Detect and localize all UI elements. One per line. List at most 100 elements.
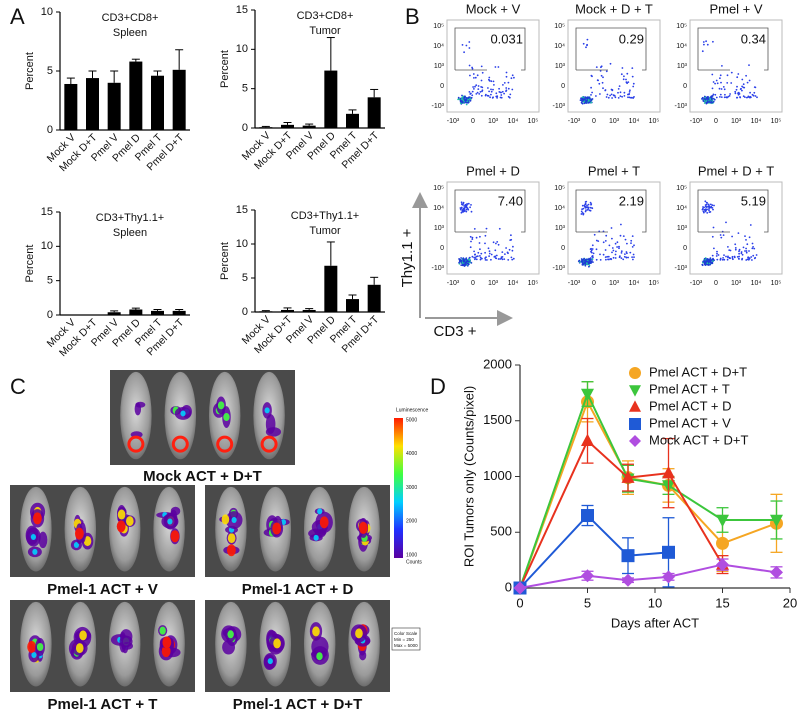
event-dot [610,227,613,229]
event-dot [756,96,758,99]
flow-plot-title: Pmel + D + T [698,163,774,178]
signal [170,530,180,543]
y-tick-label: 1000 [483,468,512,483]
event-dot [585,206,587,208]
y-tick-label: 10³ [677,63,688,70]
y-tick-label: -10³ [553,103,566,110]
colorbar-tick: 4000 [406,451,417,457]
event-dot [618,85,621,87]
event-dot [583,262,586,264]
event-dot [725,221,727,224]
event-dot [712,40,714,43]
event-dot [495,92,498,95]
event-dot [581,204,584,207]
event-dot [605,70,608,73]
legend-marker [629,435,641,447]
event-dot [510,256,513,259]
event-dot [462,260,465,263]
event-dot [508,248,511,251]
event-dot [706,258,708,261]
y-tick-label: 5 [242,272,248,284]
event-dot [488,250,491,253]
event-dot [618,247,620,250]
event-dot [714,82,716,85]
event-dot [703,43,705,46]
event-dot [611,97,613,99]
tumor-ring [171,435,189,453]
event-dot [473,88,475,90]
event-dot [599,253,601,256]
event-dot [586,262,588,264]
event-dot [599,259,602,261]
event-dot [703,257,706,260]
event-dot [466,203,468,206]
colorbar-tick: 3000 [406,485,417,491]
colorbar-unit: Counts [406,559,422,565]
event-dot [627,81,630,83]
event-dot [465,258,468,261]
series-line [519,391,777,589]
event-dot [475,236,478,239]
bar [367,97,381,128]
y-tick-label: 0 [242,306,248,318]
event-dot [494,249,497,252]
signal [38,531,48,549]
event-dot [461,203,463,206]
event-dot [633,244,635,247]
y-tick-label: 0 [505,579,512,594]
x-tick-label: 10³ [609,118,620,125]
event-dot [591,248,594,250]
event-dot [467,260,469,262]
event-dot [609,94,611,97]
marker [716,558,729,572]
event-dot [491,97,494,99]
event-dot [712,93,715,96]
y-tick-label: 10⁴ [676,43,687,50]
event-dot [599,93,601,95]
marker [621,470,635,483]
event-dot [605,234,608,237]
event-dot [509,93,512,96]
event-dot [580,210,583,213]
event-dot [614,253,617,256]
legend-label: Pmel ACT + V [649,415,731,430]
gate-value: 0.29 [619,31,644,46]
event-dot [751,242,754,245]
signal [30,533,37,540]
flow-plot-title: Pmel + T [588,163,640,178]
tumor-ring [127,435,145,453]
event-dot [741,253,744,256]
event-dot [746,243,749,246]
event-dot [581,96,584,98]
y-tick-label: 10 [41,240,53,252]
event-dot [711,207,714,209]
event-dot [490,253,493,256]
event-dot [507,87,510,90]
y-tick-label: 15 [236,4,248,16]
event-dot [477,88,480,90]
event-dot [495,254,498,257]
event-dot [461,44,464,46]
signal [264,407,270,414]
event-dot [723,254,725,256]
event-dot [719,257,722,260]
y-tick-label: 10⁴ [676,205,687,212]
bar [302,125,316,128]
signal [226,544,236,557]
event-dot [713,204,715,207]
y-tick-label: 10³ [434,225,445,232]
event-dot [481,90,483,93]
event-dot [471,94,474,97]
event-dot [462,99,465,102]
event-dot [582,42,585,45]
flow-plot: Mock + D + T -10³ -10³ 0 0 10³ 10³ 10⁴ 10⁴ 10⁵ 10⁵… [553,1,661,125]
event-dot [741,89,743,92]
flow-plot: Pmel + D + T -10³ -10³ 0 0 10³ 10³ 10⁴ 10⁴ 10⁵ 10⁵… [675,163,783,287]
bar [107,312,121,315]
event-dot [712,81,715,83]
event-dot [704,96,707,99]
marker [770,565,783,579]
event-dot [731,255,734,258]
event-dot [749,91,751,94]
event-dot [711,235,714,238]
